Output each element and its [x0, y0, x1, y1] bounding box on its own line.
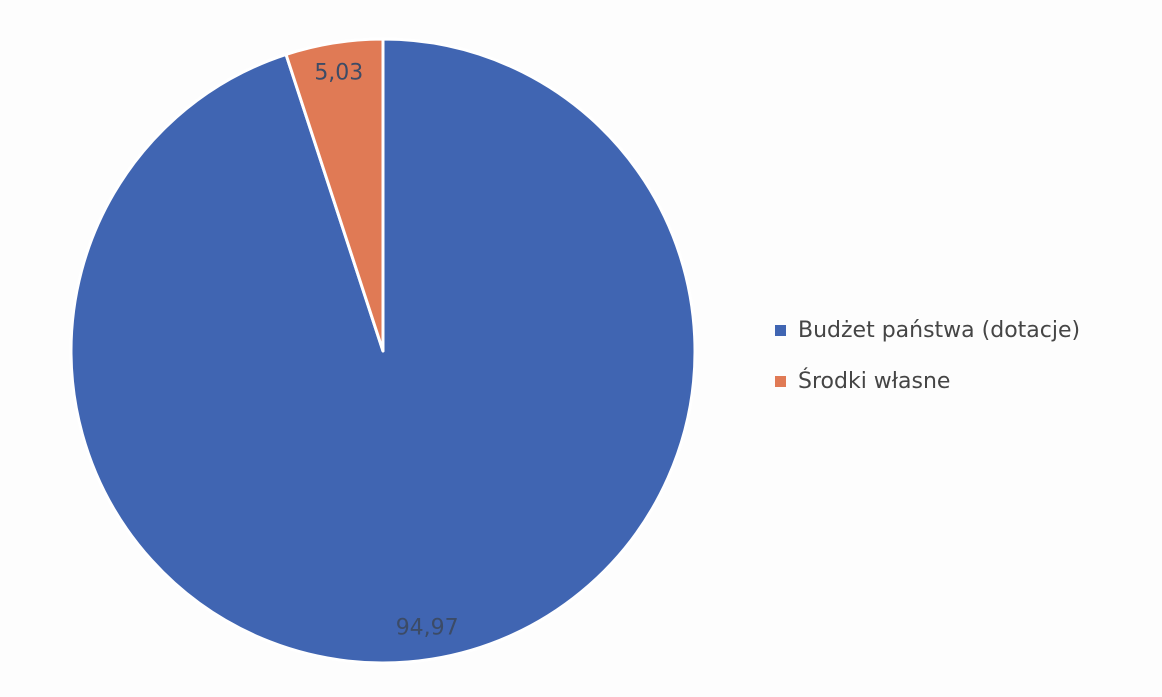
pie-data-label-0: 94,97	[396, 615, 459, 640]
legend-label-budzet-panstwa: Budżet państwa (dotacje)	[798, 317, 1081, 343]
legend: Budżet państwa (dotacje) Środki własne	[775, 312, 1155, 414]
legend-swatch-budzet-panstwa	[775, 324, 786, 336]
legend-swatch-srodki-wlasne	[775, 375, 786, 387]
pie-data-label-1: 5,03	[314, 61, 363, 86]
legend-label-srodki-wlasne: Środki własne	[798, 368, 951, 394]
pie-slice-1	[284, 37, 385, 353]
legend-item-srodki-wlasne: Środki własne	[775, 363, 1155, 399]
legend-item-budzet-panstwa: Budżet państwa (dotacje)	[775, 312, 1155, 348]
